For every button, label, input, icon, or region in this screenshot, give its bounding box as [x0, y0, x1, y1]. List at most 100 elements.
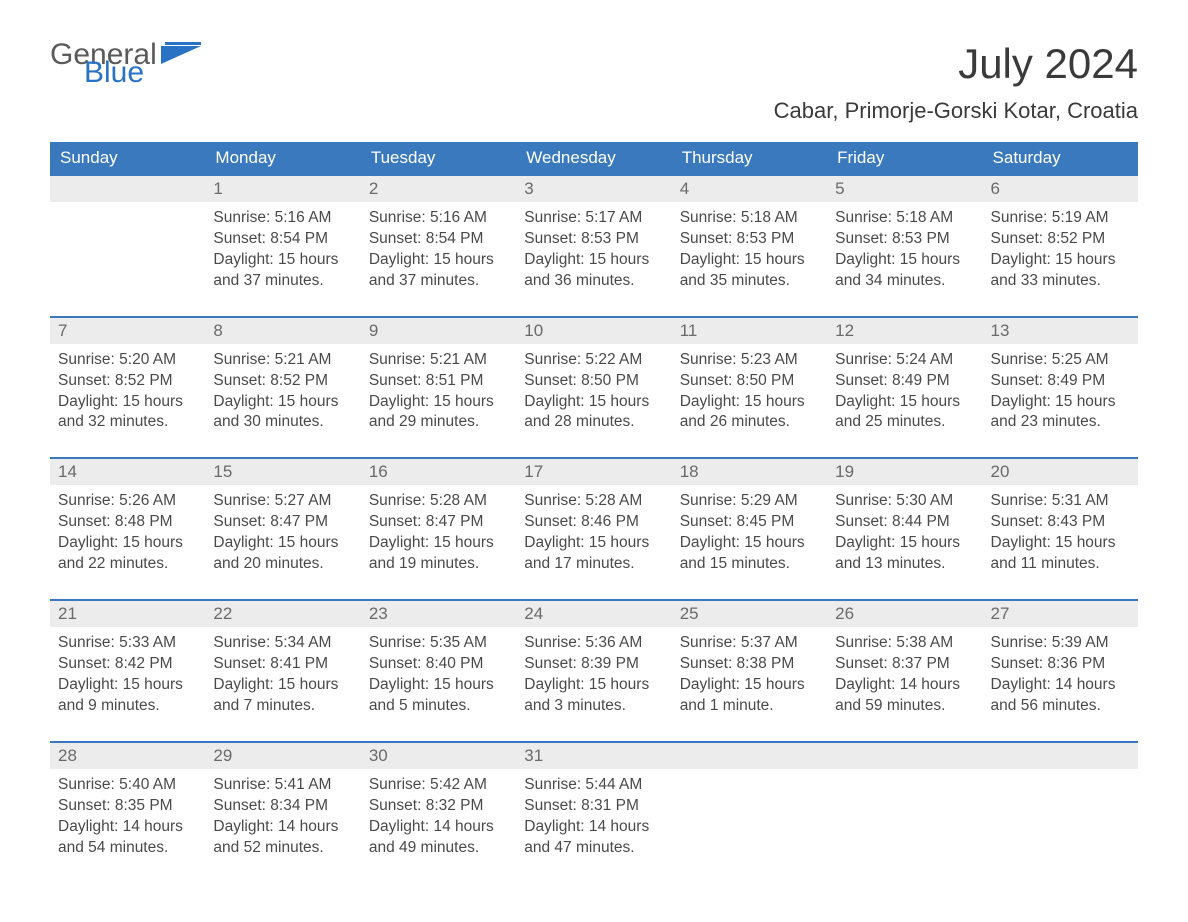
calendar-header-row: SundayMondayTuesdayWednesdayThursdayFrid…	[50, 142, 1138, 175]
day-number: 8	[205, 317, 360, 344]
day-detail-line: and 30 minutes.	[213, 412, 352, 433]
day-detail-line: Sunrise: 5:36 AM	[524, 633, 663, 654]
week-daynum-row: 28293031	[50, 742, 1138, 769]
day-detail-line: Daylight: 15 hours	[213, 250, 352, 271]
day-number: 29	[205, 742, 360, 769]
day-detail-line: Sunset: 8:53 PM	[835, 229, 974, 250]
day-detail-line: Sunrise: 5:21 AM	[369, 350, 508, 371]
day-header: Saturday	[983, 142, 1138, 175]
day-detail-line: Sunrise: 5:30 AM	[835, 491, 974, 512]
day-details: Sunrise: 5:28 AMSunset: 8:46 PMDaylight:…	[516, 485, 671, 600]
day-number: 21	[50, 600, 205, 627]
day-detail-line: Sunset: 8:35 PM	[58, 796, 197, 817]
day-details: Sunrise: 5:25 AMSunset: 8:49 PMDaylight:…	[983, 344, 1138, 459]
day-details: Sunrise: 5:31 AMSunset: 8:43 PMDaylight:…	[983, 485, 1138, 600]
day-detail-line: and 28 minutes.	[524, 412, 663, 433]
day-detail-line: Daylight: 15 hours	[524, 392, 663, 413]
day-detail-line: Sunset: 8:44 PM	[835, 512, 974, 533]
day-detail-line: and 54 minutes.	[58, 838, 197, 859]
day-detail-line: and 37 minutes.	[213, 271, 352, 292]
day-number: 5	[827, 175, 982, 202]
day-number: 1	[205, 175, 360, 202]
day-detail-line: Sunset: 8:36 PM	[991, 654, 1130, 675]
day-detail-line: Daylight: 14 hours	[991, 675, 1130, 696]
day-details: Sunrise: 5:40 AMSunset: 8:35 PMDaylight:…	[50, 769, 205, 883]
day-detail-line: Sunrise: 5:33 AM	[58, 633, 197, 654]
day-detail-line: Sunrise: 5:29 AM	[680, 491, 819, 512]
day-detail-line: Sunset: 8:40 PM	[369, 654, 508, 675]
day-detail-line: and 47 minutes.	[524, 838, 663, 859]
week-daynum-row: 14151617181920	[50, 458, 1138, 485]
day-detail-line: Sunset: 8:54 PM	[369, 229, 508, 250]
day-detail-line: Sunset: 8:53 PM	[680, 229, 819, 250]
day-detail-line: Sunset: 8:50 PM	[524, 371, 663, 392]
day-detail-line: Sunrise: 5:26 AM	[58, 491, 197, 512]
day-details: Sunrise: 5:33 AMSunset: 8:42 PMDaylight:…	[50, 627, 205, 742]
day-number: 15	[205, 458, 360, 485]
day-detail-line: Sunset: 8:47 PM	[213, 512, 352, 533]
day-details: Sunrise: 5:37 AMSunset: 8:38 PMDaylight:…	[672, 627, 827, 742]
day-detail-line: and 25 minutes.	[835, 412, 974, 433]
day-number	[983, 742, 1138, 769]
page-title: July 2024	[958, 40, 1138, 88]
day-detail-line: Sunset: 8:32 PM	[369, 796, 508, 817]
day-number: 13	[983, 317, 1138, 344]
day-detail-line: Daylight: 14 hours	[369, 817, 508, 838]
day-detail-line: Sunset: 8:52 PM	[58, 371, 197, 392]
day-number: 25	[672, 600, 827, 627]
day-detail-line: and 9 minutes.	[58, 696, 197, 717]
day-details: Sunrise: 5:18 AMSunset: 8:53 PMDaylight:…	[672, 202, 827, 317]
day-number: 4	[672, 175, 827, 202]
day-detail-line: Sunrise: 5:25 AM	[991, 350, 1130, 371]
day-header: Sunday	[50, 142, 205, 175]
day-detail-line: Daylight: 14 hours	[524, 817, 663, 838]
day-detail-line: and 1 minute.	[680, 696, 819, 717]
day-detail-line: and 22 minutes.	[58, 554, 197, 575]
day-detail-line: Sunset: 8:53 PM	[524, 229, 663, 250]
day-detail-line: and 56 minutes.	[991, 696, 1130, 717]
day-number: 31	[516, 742, 671, 769]
day-detail-line: Sunset: 8:34 PM	[213, 796, 352, 817]
day-detail-line: Daylight: 15 hours	[213, 392, 352, 413]
day-detail-line: and 5 minutes.	[369, 696, 508, 717]
day-detail-line: Sunset: 8:50 PM	[680, 371, 819, 392]
day-number	[827, 742, 982, 769]
day-detail-line: Sunrise: 5:34 AM	[213, 633, 352, 654]
day-detail-line: Sunrise: 5:22 AM	[524, 350, 663, 371]
day-detail-line: and 15 minutes.	[680, 554, 819, 575]
day-number: 7	[50, 317, 205, 344]
day-detail-line: Daylight: 15 hours	[991, 533, 1130, 554]
day-detail-line: Sunset: 8:51 PM	[369, 371, 508, 392]
week-detail-row: Sunrise: 5:40 AMSunset: 8:35 PMDaylight:…	[50, 769, 1138, 883]
day-detail-line: Sunset: 8:42 PM	[58, 654, 197, 675]
day-detail-line: Sunset: 8:37 PM	[835, 654, 974, 675]
day-detail-line: Daylight: 15 hours	[835, 392, 974, 413]
flag-icon	[161, 42, 203, 68]
day-detail-line: Sunrise: 5:17 AM	[524, 208, 663, 229]
day-detail-line: and 13 minutes.	[835, 554, 974, 575]
logo: General Blue	[50, 40, 203, 88]
day-detail-line: Daylight: 15 hours	[524, 533, 663, 554]
day-details: Sunrise: 5:30 AMSunset: 8:44 PMDaylight:…	[827, 485, 982, 600]
day-detail-line: Sunset: 8:47 PM	[369, 512, 508, 533]
day-detail-line: Sunset: 8:39 PM	[524, 654, 663, 675]
day-details: Sunrise: 5:23 AMSunset: 8:50 PMDaylight:…	[672, 344, 827, 459]
day-number: 19	[827, 458, 982, 485]
location-subtitle: Cabar, Primorje-Gorski Kotar, Croatia	[50, 98, 1138, 124]
day-detail-line: and 49 minutes.	[369, 838, 508, 859]
week-detail-row: Sunrise: 5:33 AMSunset: 8:42 PM Daylight:…	[50, 627, 1138, 742]
day-detail-line: and 11 minutes.	[991, 554, 1130, 575]
day-number	[50, 175, 205, 202]
day-details: Sunrise: 5:16 AMSunset: 8:54 PMDaylight:…	[205, 202, 360, 317]
day-details: Sunrise: 5:21 AMSunset: 8:51 PMDaylight:…	[361, 344, 516, 459]
day-detail-line: and 23 minutes.	[991, 412, 1130, 433]
day-detail-line: Sunrise: 5:44 AM	[524, 775, 663, 796]
day-detail-line: Sunrise: 5:42 AM	[369, 775, 508, 796]
day-number: 14	[50, 458, 205, 485]
day-number: 16	[361, 458, 516, 485]
day-number: 12	[827, 317, 982, 344]
day-number: 30	[361, 742, 516, 769]
day-detail-line: Sunrise: 5:16 AM	[369, 208, 508, 229]
day-detail-line: Sunrise: 5:21 AM	[213, 350, 352, 371]
day-number: 23	[361, 600, 516, 627]
